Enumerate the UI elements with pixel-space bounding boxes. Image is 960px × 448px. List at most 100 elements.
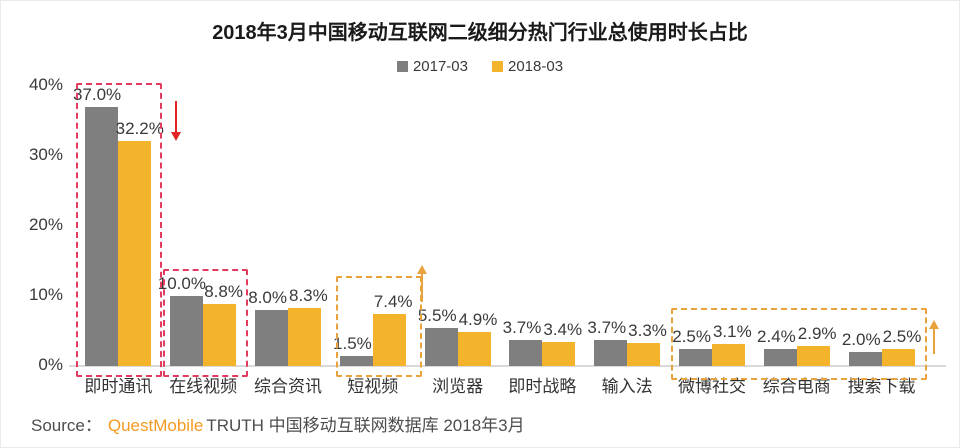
source-brand: QuestMobile [107,416,204,435]
source-line: Source： QuestMobile TRUTH 中国移动互联网数据库 2018年… [31,411,525,436]
bar-wrap: 5.5% [418,306,458,366]
data-label: 2.4% [757,327,796,347]
data-label: 8.3% [288,285,328,305]
bar-wrap: 2.5% [881,327,921,366]
bar-wrap: 8.8% [203,282,243,366]
data-label: 3.3% [628,320,667,340]
y-tick-label: 20% [28,215,63,234]
category-label: 短视频 [347,377,399,396]
legend: 2017-03 2018-03 [1,58,959,75]
bar-wrap: 3.3% [627,321,667,366]
category-axis: 即时通讯 在线视频 综合资讯 短视频 浏览器 即时战略 输入法 微博社交 综合电商 搜索下载 [76,372,924,397]
bar-group: 2.5% 3.1% [670,86,755,366]
bar-group: 5.5% 4.9% [415,86,500,366]
category-label: 在线视频 [169,377,238,396]
y-tick-label: 10% [28,285,63,304]
y-tick-label: 0% [38,355,63,374]
bar-2018-03 [118,140,152,366]
bar-wrap: 1.5% [333,334,373,366]
data-label: 2.0% [841,330,881,349]
bar-2017-03 [763,349,797,366]
category-label: 浏览器 [432,377,484,396]
data-label: 4.9% [458,309,498,329]
category-label: 综合资讯 [253,377,322,396]
bar-2017-03 [254,310,288,366]
trend-down-arrow-icon [171,101,181,141]
bar-2017-03 [339,355,373,366]
bar-2018-03 [711,344,745,366]
bar-wrap: 3.7% [503,318,543,366]
bar-2018-03 [542,342,576,366]
bar-2017-03 [170,296,204,366]
legend-item: 2018-03 [492,58,563,75]
bar-wrap: 3.4% [542,320,582,366]
bar-wrap: 7.4% [372,292,413,366]
bar-2018-03 [203,304,237,366]
bar-2017-03 [424,327,458,366]
bar-wrap: 8.3% [287,286,328,366]
data-label: 10.0% [157,274,206,293]
bar-wrap: 10.0% [158,274,206,366]
chart-title: 2018年3月中国移动互联网二级细分热门行业总使用时长占比 [212,22,748,44]
bar-2017-03 [594,340,628,366]
trend-up-arrow-icon [929,320,939,354]
x-axis-line [69,365,946,367]
bar-group: 2.0% 2.5% [839,86,924,366]
bar-wrap: 37.0% [73,85,121,366]
bar-group: 2.4% 2.9% [754,86,839,366]
category-label: 输入法 [601,377,653,396]
legend-item: 2017-03 [396,58,468,75]
category-label: 综合电商 [762,377,831,396]
y-tick-label: 30% [28,145,63,164]
y-axis: 0% 10% 20% 30% 40% [1,75,63,374]
data-label: 32.2% [115,118,164,138]
category-label: 即时战略 [508,377,577,396]
bar-group: 37.0% 32.2% [73,85,164,366]
bar-2017-03 [85,107,119,366]
bar-2017-03 [848,352,882,366]
bar-group: 8.0% 8.3% [246,86,331,366]
data-label: 2.5% [672,326,711,346]
data-label: 3.7% [587,318,627,338]
bar-2018-03 [287,307,321,366]
bar-wrap: 3.7% [587,318,628,366]
bar-group: 3.7% 3.4% [500,86,585,366]
trend-up-arrow-icon [417,265,427,302]
category-label: 微博社交 [677,377,746,396]
data-label: 8.0% [248,288,287,307]
source-rest: TRUTH 中国移动互联网数据库 2018年3月 [206,416,525,435]
category-label: 即时通讯 [84,377,153,396]
bar-group: 1.5% 7.4% [330,86,415,366]
legend-swatch-icon [396,61,408,72]
bar-group: 3.7% 3.3% [585,86,670,366]
source-prefix: Source： [31,416,102,435]
bar-wrap: 4.9% [457,310,497,366]
legend-swatch-icon [492,61,503,72]
data-label: 2.5% [882,326,922,346]
data-label: 3.7% [502,318,542,338]
bar-2017-03 [678,348,712,366]
data-label: 37.0% [72,85,122,104]
bar-wrap: 2.9% [796,324,837,366]
plot-area: 37.0% 32.2% 10.0% 8.8% 8.0% 8.3% 1.5% 7.4% 5.5% 4… [73,85,924,366]
legend-label: 2018-03 [508,58,564,75]
data-label: 5.5% [417,305,457,325]
bar-2018-03 [627,342,661,366]
legend-label: 2017-03 [412,58,468,75]
data-label: 3.1% [712,322,752,342]
bar-wrap: 2.4% [757,327,797,366]
data-label: 8.8% [204,282,243,302]
data-label: 3.4% [543,320,583,340]
bar-wrap: 32.2% [116,119,164,366]
bar-wrap: 8.0% [248,288,288,366]
data-label: 7.4% [373,292,413,312]
bar-wrap: 3.1% [711,322,752,366]
bar-group: 10.0% 8.8% [158,86,246,366]
bar-2017-03 [509,340,543,366]
bar-wrap: 2.0% [842,330,882,366]
bar-2018-03 [372,314,406,366]
category-label: 搜索下载 [847,377,916,396]
data-label: 2.9% [797,323,837,343]
data-label: 1.5% [333,333,372,353]
